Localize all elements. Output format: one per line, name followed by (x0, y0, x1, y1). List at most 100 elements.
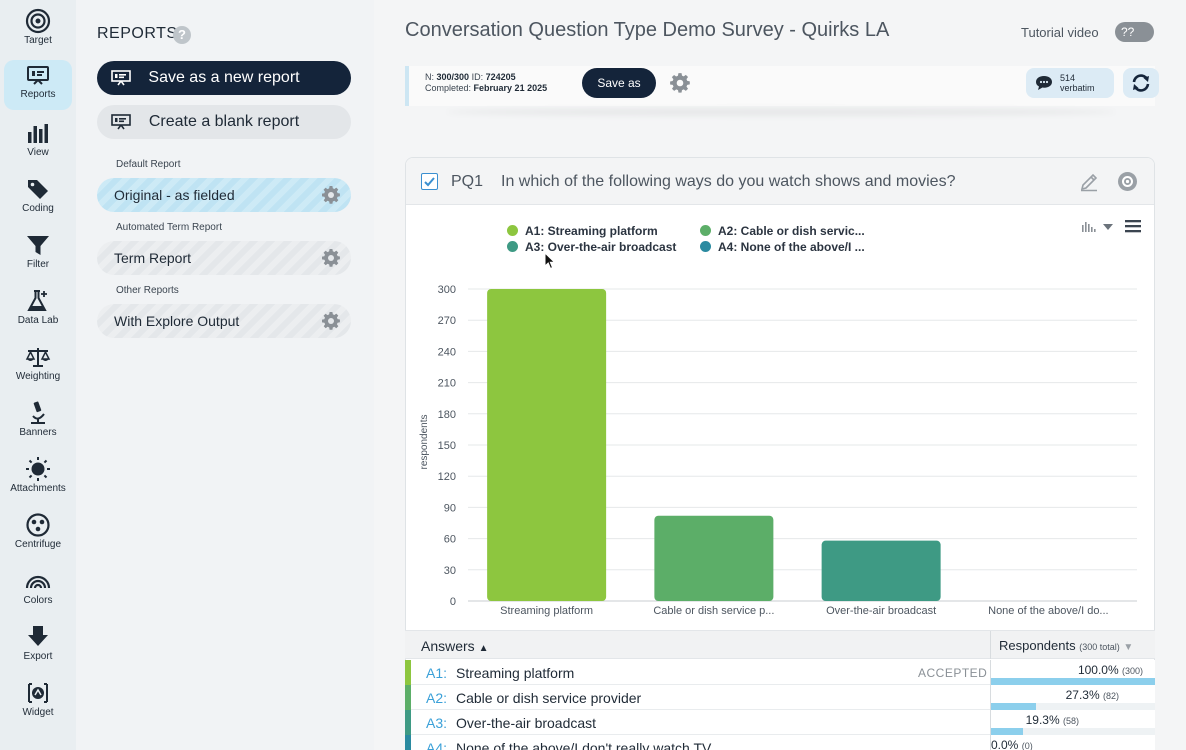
progress-fill (991, 678, 1155, 685)
rail-item-weighting[interactable]: Weighting (4, 342, 72, 392)
count-value: (300) (1121, 666, 1143, 676)
progress-fill (991, 703, 1036, 710)
rail-item-data-lab[interactable]: Data Lab (4, 286, 72, 336)
legend-item[interactable]: A2: Cable or dish servic... (700, 224, 865, 238)
rail-label: Banners (19, 427, 57, 438)
rail-label: Weighting (15, 371, 61, 382)
legend-item[interactable]: A4: None of the above/I ... (700, 240, 865, 254)
completed-label: Completed: (425, 83, 472, 93)
save-as-button[interactable]: Save as (582, 68, 656, 98)
rail-item-view[interactable]: View (4, 118, 72, 168)
section-label-other: Other Reports (116, 285, 179, 296)
chevron-down-icon (1103, 224, 1113, 230)
check-icon (424, 177, 435, 187)
legend-label: A2: Cable or dish servic... (718, 224, 865, 238)
rail-item-colors[interactable]: Colors (4, 566, 72, 616)
filter-icon (27, 236, 49, 255)
pencil-icon[interactable] (1079, 172, 1099, 192)
report-item-original[interactable]: Original - as fielded (97, 178, 351, 212)
n-value: 300/300 (436, 72, 470, 82)
save-as-new-report-button[interactable]: Save as a new report (97, 61, 351, 95)
refresh-button[interactable] (1123, 68, 1159, 98)
rainbow-icon (25, 575, 51, 589)
rail-item-filter[interactable]: Filter (4, 230, 72, 280)
survey-meta: N: 300/300 ID: 724205 Completed: Februar… (425, 72, 547, 94)
bar-chart: 0 30 60 90 120 150 180 210 240 270 300 Streaming p… (419, 284, 1137, 617)
rail-item-target[interactable]: Target (4, 6, 72, 56)
rail-item-coding[interactable]: Coding (4, 174, 72, 224)
rail-item-attachments[interactable]: Attachments (4, 454, 72, 504)
y-tick-label: 180 (438, 409, 456, 421)
table-row[interactable]: A2: Cable or dish service provider 27.3%… (405, 685, 1155, 710)
table-row[interactable]: A4: None of the above/I don't really wat… (405, 735, 1155, 750)
speech-bubble-icon (1036, 76, 1052, 90)
rail-item-reports[interactable]: Reports (4, 60, 72, 110)
status-badge: ACCEPTED (918, 666, 988, 680)
reports-panel-title: REPORTS (97, 25, 178, 42)
rail-item-export[interactable]: Export (4, 622, 72, 672)
percent-number: 27.3% (1065, 688, 1100, 702)
respondents-column-header[interactable]: Respondents (300 total) ▼ (990, 631, 1155, 659)
report-item-term-report[interactable]: Term Report (97, 241, 351, 275)
reports-icon (27, 66, 49, 85)
question-header: PQ1 In which of the following ways do yo… (406, 158, 1154, 205)
legend-item[interactable]: A3: Over-the-air broadcast (507, 240, 676, 254)
create-blank-report-button[interactable]: Create a blank report (97, 105, 351, 139)
count-value: (0) (1021, 741, 1033, 750)
gear-icon[interactable] (321, 248, 341, 268)
y-tick-label: 90 (444, 502, 456, 514)
legend-dot (507, 225, 518, 236)
options-circle-icon[interactable] (1117, 171, 1138, 192)
survey-info-bar: N: 300/300 ID: 724205 Completed: Februar… (405, 66, 1159, 106)
respondents-cell: 27.3% (82) (990, 685, 1155, 710)
divider (446, 108, 1116, 116)
gear-icon[interactable] (321, 185, 341, 205)
legend-dot (507, 241, 518, 252)
bar (654, 515, 774, 601)
y-tick-label: 120 (438, 471, 456, 483)
legend-dot (700, 225, 711, 236)
rail-item-widget[interactable]: Widget (4, 678, 72, 728)
hamburger-menu-icon[interactable] (1124, 219, 1142, 233)
respondents-header-label: Respondents (999, 638, 1076, 653)
rail-label: View (27, 147, 49, 158)
n-label: N: (425, 72, 434, 82)
x-tick-label: None of the above/I do... (988, 605, 1108, 617)
bar-chart-icon (28, 124, 48, 143)
report-item-explore-output[interactable]: With Explore Output (97, 304, 351, 338)
verbatim-button[interactable]: 514 verbatim (1026, 68, 1114, 98)
row-color-bar (405, 660, 411, 685)
sort-asc-icon: ▲ (478, 643, 489, 654)
rail-label: Reports (20, 89, 56, 100)
answers-column-header[interactable]: Answers ▲ (421, 638, 488, 654)
rail-item-centrifuge[interactable]: Centrifuge (4, 510, 72, 560)
legend-item[interactable]: A1: Streaming platform (507, 224, 658, 238)
rail-label: Colors (23, 595, 53, 606)
table-row[interactable]: A3: Over-the-air broadcast 19.3% (58) (405, 710, 1155, 735)
icon-rail: Target Reports View Coding Filter Data L… (0, 0, 76, 750)
create-blank-report-label: Create a blank report (148, 113, 300, 130)
table-row[interactable]: A1: Streaming platform ACCEPTED 100.0% (… (405, 660, 1155, 685)
tutorial-video-link[interactable]: Tutorial video (1021, 25, 1099, 40)
chart-type-dropdown[interactable] (1080, 219, 1116, 235)
rail-label: Coding (22, 203, 54, 214)
y-tick-label: 270 (438, 315, 456, 327)
percent-value: 0.0% (0) (991, 738, 1033, 750)
tutorial-video-icon[interactable]: ?? (1115, 22, 1154, 42)
verbatim-label: verbatim (1060, 83, 1095, 93)
report-item-label: Original - as fielded (114, 187, 235, 203)
rail-item-banners[interactable]: Banners (4, 398, 72, 448)
question-checkbox[interactable] (421, 173, 438, 190)
legend-label: A1: Streaming platform (525, 224, 658, 238)
respondents-total: (300 total) (1079, 642, 1120, 652)
reports-panel: REPORTS ? Save as a new report Create a … (76, 0, 374, 750)
respondents-cell: 100.0% (300) (990, 660, 1155, 685)
report-item-label: Term Report (114, 250, 192, 266)
answer-text: None of the above/I don't really watch T… (456, 740, 712, 750)
section-label-automated: Automated Term Report (116, 222, 222, 233)
help-icon[interactable]: ? (173, 26, 191, 44)
gear-icon[interactable] (669, 72, 691, 94)
gear-icon[interactable] (321, 311, 341, 331)
bar (821, 540, 941, 601)
respondents-cell: 0.0% (0) (990, 735, 1155, 750)
